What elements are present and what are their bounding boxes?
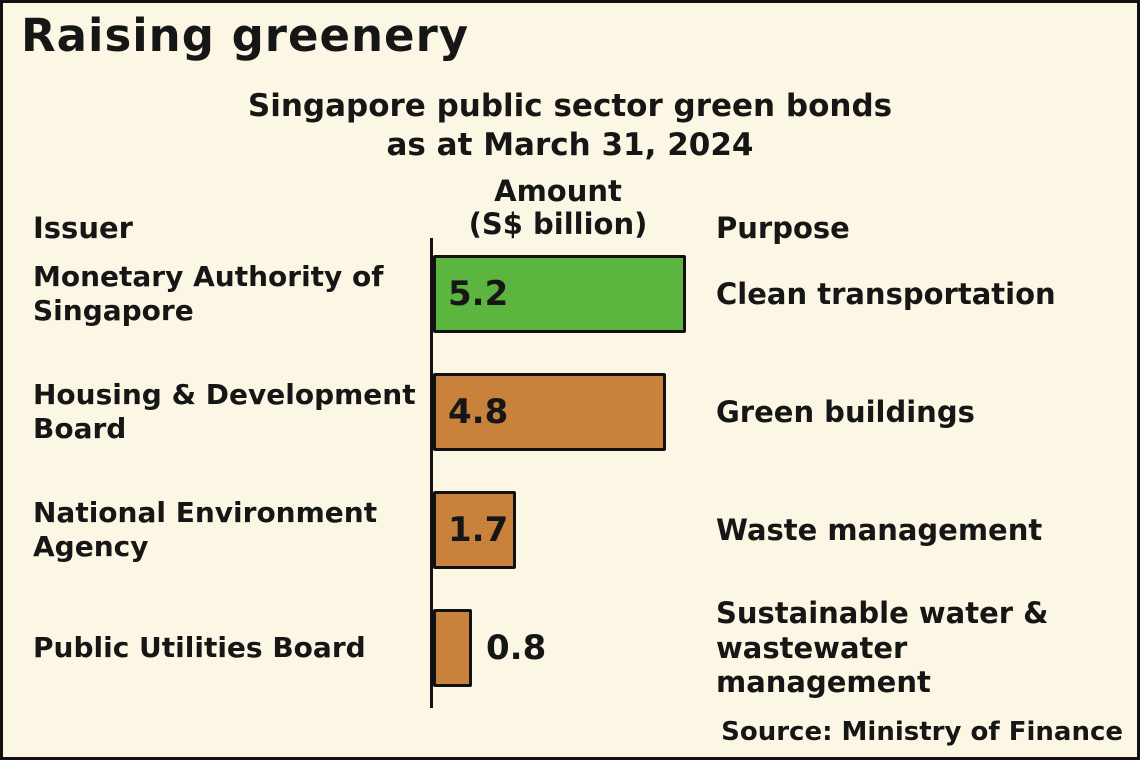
- chart-subtitle-line2: as at March 31, 2024: [386, 126, 754, 163]
- bar-row: Monetary Authority of Singapore 5.2 Clea…: [3, 253, 1137, 335]
- issuer-label: National Environment Agency: [33, 496, 378, 563]
- bar-value-label: 5.2: [448, 274, 509, 314]
- issuer-label: Monetary Authority of Singapore: [33, 260, 384, 327]
- amount-bar: [433, 609, 472, 687]
- bar-row: Public Utilities Board 0.8 Sustainable w…: [3, 595, 1137, 700]
- bar-value-label: 0.8: [486, 628, 547, 668]
- source-note: Source: Ministry of Finance: [721, 717, 1123, 747]
- purpose-label: Waste management: [716, 512, 1043, 547]
- column-header-amount-line1: Amount: [494, 174, 622, 208]
- bar-area: 5.2: [433, 253, 686, 335]
- amount-bar: 1.7: [433, 491, 516, 569]
- bar-value-label: 4.8: [448, 392, 509, 432]
- bar-area: 0.8: [433, 607, 546, 689]
- purpose-label: Clean transportation: [716, 276, 1056, 311]
- bar-value-label: 1.7: [448, 510, 509, 550]
- bar-row: National Environment Agency 1.7 Waste ma…: [3, 489, 1137, 571]
- purpose-label: Green buildings: [716, 394, 975, 429]
- chart-title: Raising greenery: [21, 9, 470, 62]
- issuer-label: Public Utilities Board: [33, 631, 366, 665]
- column-header-amount: Amount (S$ billion): [433, 174, 683, 242]
- chart-subtitle-line1: Singapore public sector green bonds: [247, 88, 893, 124]
- amount-bar: 4.8: [433, 373, 666, 451]
- amount-bar: 5.2: [433, 255, 686, 333]
- bar-row: Housing & Development Board 4.8 Green bu…: [3, 371, 1137, 453]
- bar-area: 1.7: [433, 489, 516, 571]
- column-header-issuer: Issuer: [33, 211, 133, 245]
- column-header-amount-line2: (S$ billion): [468, 207, 648, 242]
- bar-area: 4.8: [433, 371, 666, 453]
- chart-subtitle: Singapore public sector green bonds as a…: [3, 87, 1137, 165]
- issuer-label: Housing & Development Board: [33, 378, 416, 445]
- column-header-purpose: Purpose: [716, 211, 850, 245]
- axis-line: [430, 238, 433, 708]
- purpose-label: Sustainable water & wastewater managemen…: [716, 595, 1049, 700]
